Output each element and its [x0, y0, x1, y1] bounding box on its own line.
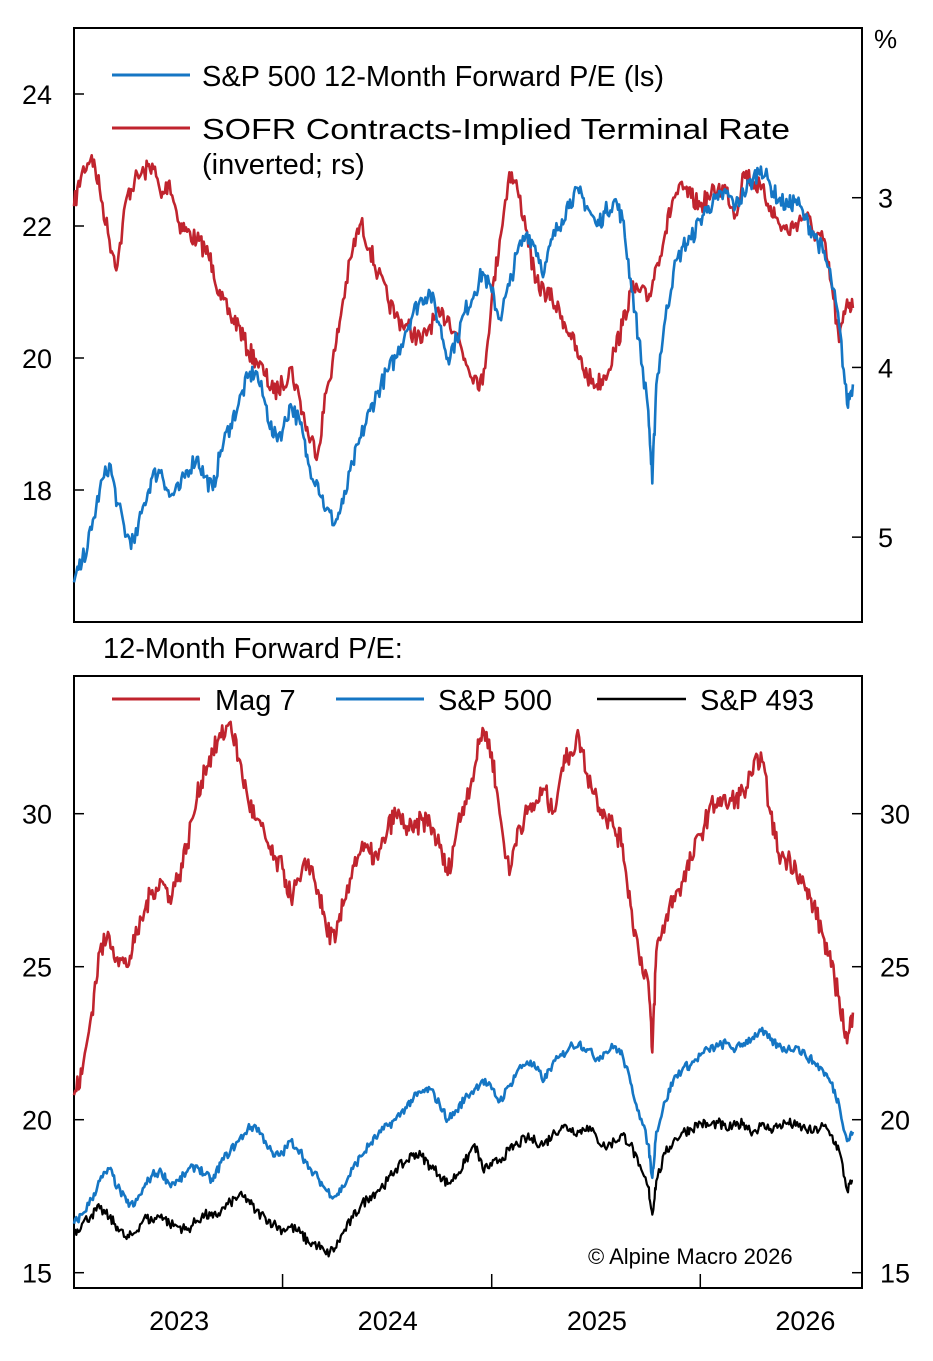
bottom-left-tick-label: 30 — [22, 800, 52, 830]
mag7-forward-pe-line — [72, 720, 855, 1096]
top-legend-label-sofr: SOFR Contracts-Implied Terminal Rate — [202, 114, 790, 146]
bottom-panel-ticks: 15 15 20 20 25 25 30 30 — [22, 800, 910, 1289]
top-panel: 18 20 22 24 3 4 5 % S&P 500 12-Month Forward P… — [22, 24, 897, 623]
top-panel-lines — [72, 154, 855, 583]
bottom-right-tick-label: 15 — [880, 1259, 910, 1289]
sp500-forward-pe-line-top — [72, 165, 855, 583]
bottom-panel: 12-Month Forward P/E: Mag 7 S&P 500 S&P … — [22, 633, 910, 1336]
top-left-tick-label: 20 — [22, 344, 52, 374]
x-axis-year-label: 2023 — [149, 1306, 209, 1336]
bottom-legend-label-mag7: Mag 7 — [215, 685, 296, 717]
bottom-legend: Mag 7 S&P 500 S&P 493 — [112, 685, 814, 717]
top-legend-label-sp500: S&P 500 12-Month Forward P/E (ls) — [202, 61, 664, 93]
bottom-left-tick-label: 15 — [22, 1259, 52, 1289]
bottom-right-tick-label: 30 — [880, 800, 910, 830]
top-left-tick-label: 18 — [22, 476, 52, 506]
bottom-left-tick-label: 20 — [22, 1106, 52, 1136]
bottom-legend-label-sp500: S&P 500 — [438, 685, 552, 717]
sp500-forward-pe-line-bottom — [72, 1026, 855, 1225]
top-legend: S&P 500 12-Month Forward P/E (ls) SOFR C… — [112, 61, 790, 181]
top-right-axis-unit: % — [874, 24, 897, 54]
bottom-panel-frame — [73, 675, 863, 1289]
bottom-left-tick-label: 25 — [22, 953, 52, 983]
bottom-panel-title: 12-Month Forward P/E: — [103, 633, 403, 665]
top-legend-label-sofr-line2: (inverted; rs) — [202, 149, 365, 181]
top-panel-frame — [73, 27, 863, 623]
top-right-tick-label: 4 — [878, 353, 893, 383]
top-panel-ticks: 18 20 22 24 3 4 5 — [22, 80, 893, 553]
copyright-annotation: © Alpine Macro 2026 — [588, 1244, 793, 1269]
sp493-forward-pe-line — [72, 1117, 854, 1258]
x-axis-year-label: 2025 — [567, 1306, 627, 1336]
top-right-tick-label: 5 — [878, 523, 893, 553]
bottom-right-tick-label: 20 — [880, 1106, 910, 1136]
top-left-tick-label: 22 — [22, 212, 52, 242]
bottom-legend-label-sp493: S&P 493 — [700, 685, 814, 717]
top-left-tick-label: 24 — [22, 80, 52, 110]
x-axis-year-label: 2024 — [358, 1306, 418, 1336]
top-right-tick-label: 3 — [878, 184, 893, 214]
x-axis-year-label: 2026 — [775, 1306, 835, 1336]
bottom-panel-lines — [72, 720, 855, 1258]
bottom-right-tick-label: 25 — [880, 953, 910, 983]
x-axis-ticks: 2023 2024 2025 2026 — [149, 1274, 835, 1336]
